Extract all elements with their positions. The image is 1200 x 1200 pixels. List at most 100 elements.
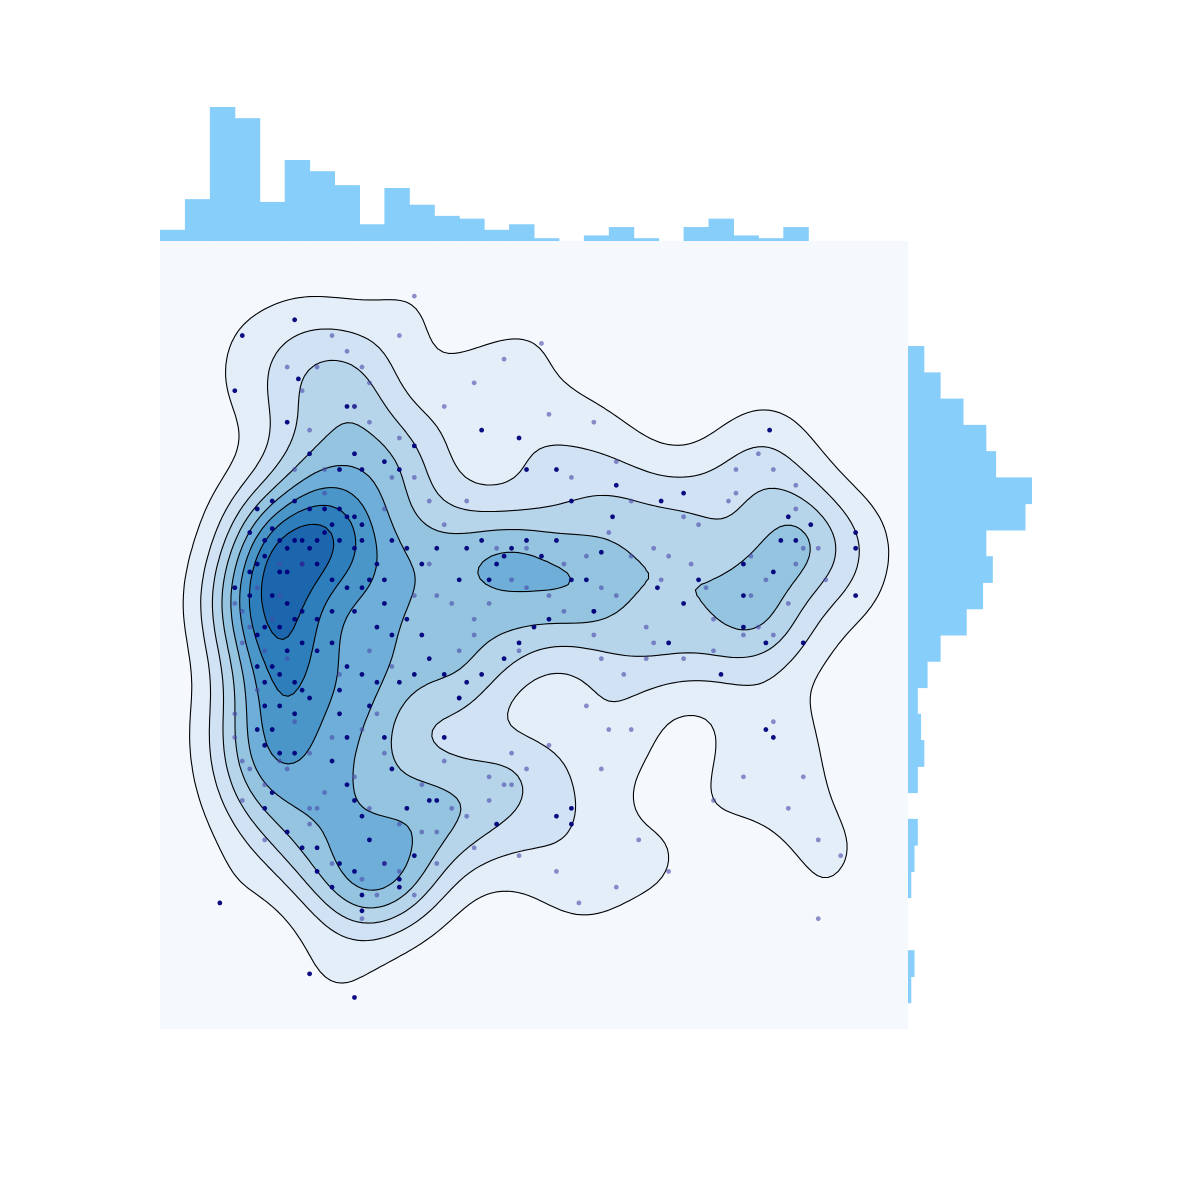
scatter-point bbox=[307, 545, 312, 551]
scatter-point bbox=[494, 545, 499, 551]
scatter-point bbox=[239, 798, 245, 803]
scatter-point bbox=[322, 490, 327, 496]
scatter-point bbox=[262, 538, 268, 543]
scatter-point bbox=[307, 750, 312, 756]
scatter-point bbox=[247, 530, 253, 535]
scatter-point bbox=[711, 616, 716, 622]
scatter-point bbox=[247, 624, 253, 630]
scatter-point bbox=[501, 656, 507, 662]
scatter-point bbox=[239, 608, 245, 614]
scatter-point bbox=[337, 467, 342, 472]
scatter-point bbox=[681, 514, 686, 520]
scatter-point bbox=[337, 861, 342, 866]
scatter-point bbox=[569, 498, 574, 504]
scatter-point bbox=[239, 333, 245, 338]
scatter-point bbox=[726, 498, 731, 504]
scatter-point bbox=[524, 545, 529, 551]
scatter-point bbox=[785, 601, 791, 606]
scatter-point bbox=[411, 853, 417, 859]
scatter-point bbox=[352, 451, 357, 457]
scatter-point bbox=[292, 538, 298, 543]
scatter-point bbox=[344, 585, 350, 591]
scatter-point bbox=[479, 427, 485, 433]
scatter-point bbox=[815, 545, 821, 551]
scatter-point bbox=[382, 601, 387, 606]
scatter-point bbox=[681, 601, 686, 606]
scatter-point bbox=[464, 813, 470, 819]
scatter-point bbox=[292, 467, 298, 472]
scatter-point bbox=[696, 577, 701, 583]
top-histogram-bar bbox=[384, 187, 410, 241]
scatter-point bbox=[382, 750, 387, 756]
scatter-point bbox=[322, 467, 327, 472]
scatter-point bbox=[389, 766, 395, 772]
scatter-point bbox=[254, 632, 260, 638]
scatter-point bbox=[583, 553, 589, 559]
right-histogram-bar bbox=[908, 871, 912, 899]
scatter-point bbox=[655, 585, 660, 591]
scatter-point bbox=[277, 561, 283, 567]
scatter-point bbox=[770, 719, 776, 725]
scatter-point bbox=[441, 758, 447, 764]
scatter-point bbox=[741, 561, 746, 567]
scatter-point bbox=[598, 549, 604, 555]
scatter-point bbox=[763, 727, 769, 732]
scatter-point bbox=[239, 758, 245, 764]
scatter-point bbox=[449, 601, 455, 606]
scatter-point bbox=[217, 900, 223, 906]
scatter-point bbox=[292, 679, 298, 685]
right-histogram-bar bbox=[908, 556, 993, 583]
scatter-point bbox=[367, 419, 372, 425]
scatter-point bbox=[658, 577, 664, 583]
scatter-point bbox=[756, 624, 761, 630]
scatter-point bbox=[770, 569, 776, 575]
top-histogram-bar bbox=[633, 238, 660, 241]
scatter-point bbox=[681, 490, 686, 496]
right-marginal-histogram bbox=[908, 346, 1032, 1004]
scatter-point bbox=[314, 805, 320, 811]
scatter-point bbox=[583, 703, 589, 709]
scatter-point bbox=[352, 995, 357, 1000]
right-histogram-bar bbox=[908, 346, 925, 373]
scatter-point bbox=[419, 632, 425, 638]
scatter-point bbox=[800, 640, 806, 646]
scatter-point bbox=[269, 727, 275, 732]
scatter-point bbox=[696, 522, 701, 528]
scatter-point bbox=[748, 593, 754, 598]
scatter-point bbox=[344, 782, 350, 788]
scatter-point bbox=[793, 506, 799, 512]
scatter-point bbox=[509, 750, 514, 756]
scatter-point bbox=[277, 703, 283, 709]
scatter-point bbox=[396, 435, 402, 441]
scatter-point bbox=[344, 664, 350, 669]
scatter-point bbox=[770, 632, 776, 638]
scatter-point bbox=[269, 790, 275, 795]
kde-contour-line bbox=[221, 422, 811, 909]
scatter-point bbox=[269, 664, 275, 669]
scatter-point bbox=[337, 687, 342, 693]
scatter-point bbox=[524, 585, 529, 591]
scatter-point bbox=[359, 727, 365, 732]
scatter-point bbox=[329, 577, 335, 583]
scatter-point bbox=[232, 735, 238, 740]
scatter-point bbox=[337, 672, 342, 677]
scatter-point bbox=[598, 585, 604, 591]
scatter-point bbox=[741, 593, 746, 598]
scatter-point bbox=[793, 561, 799, 567]
right-histogram-bar bbox=[908, 503, 1026, 531]
scatter-point bbox=[262, 703, 268, 709]
scatter-point bbox=[763, 640, 769, 646]
scatter-point bbox=[389, 632, 395, 638]
scatter-point bbox=[389, 664, 395, 669]
scatter-point bbox=[329, 608, 335, 614]
scatter-point bbox=[651, 640, 657, 646]
scatter-point bbox=[748, 553, 754, 559]
scatter-point bbox=[785, 805, 791, 811]
top-histogram-bar bbox=[184, 199, 211, 241]
scatter-point bbox=[389, 475, 395, 480]
scatter-point bbox=[793, 538, 799, 543]
scatter-point bbox=[277, 750, 283, 756]
scatter-point bbox=[314, 364, 320, 370]
scatter-point bbox=[426, 798, 432, 803]
right-histogram-bar bbox=[908, 713, 922, 741]
